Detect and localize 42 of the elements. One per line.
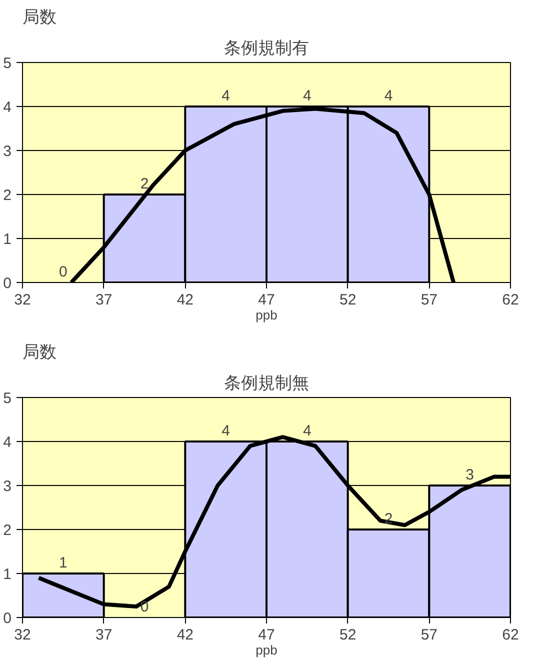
x-axis-title: ppb xyxy=(256,308,278,322)
y-tick-label: 5 xyxy=(3,390,12,407)
data-label: 4 xyxy=(302,422,312,440)
x-tick-label: 57 xyxy=(420,626,438,644)
x-tick-label: 47 xyxy=(258,626,275,644)
x-tick-label: 32 xyxy=(14,292,31,308)
x-tick-label: 62 xyxy=(502,626,519,644)
x-axis-title: ppb xyxy=(256,642,278,658)
x-tick-label: 42 xyxy=(176,292,194,308)
y-tick-label: 2 xyxy=(3,522,12,539)
y-tick-label: 1 xyxy=(3,566,12,583)
y-tick-label: 4 xyxy=(3,434,12,451)
x-tick-label: 52 xyxy=(339,292,356,308)
x-tick-label: 52 xyxy=(339,626,356,644)
x-tick-label: 32 xyxy=(14,626,31,644)
y-tick-label: 4 xyxy=(3,99,12,116)
data-label: 3 xyxy=(466,466,474,484)
chart-title: 条例規制有 xyxy=(224,38,309,58)
data-label: 4 xyxy=(222,88,230,104)
data-label: 4 xyxy=(222,422,230,440)
x-tick-label: 37 xyxy=(95,292,112,308)
y-tick-label: 2 xyxy=(3,187,12,204)
x-tick-label: 47 xyxy=(258,292,275,308)
y-tick-label: 3 xyxy=(3,143,12,160)
y-tick-label: 3 xyxy=(3,478,12,495)
y-tick-label: 0 xyxy=(3,275,12,292)
data-label: 4 xyxy=(384,88,393,104)
data-label: 2 xyxy=(140,176,149,192)
x-tick-label: 42 xyxy=(176,626,194,644)
y-tick-label: 1 xyxy=(3,231,12,248)
data-label: 1 xyxy=(58,554,68,572)
data-label: 4 xyxy=(302,88,312,104)
chart-title: 条例規制無 xyxy=(224,374,309,392)
y-axis-title: 局数 xyxy=(22,342,56,362)
x-tick-label: 62 xyxy=(502,292,519,308)
x-tick-label: 57 xyxy=(420,292,438,308)
y-axis-title: 局数 xyxy=(22,8,56,26)
y-tick-label: 5 xyxy=(3,55,12,72)
data-label: 0 xyxy=(140,598,149,616)
x-tick-label: 37 xyxy=(95,626,112,644)
data-label: 0 xyxy=(58,264,68,280)
y-tick-label: 0 xyxy=(3,610,12,627)
